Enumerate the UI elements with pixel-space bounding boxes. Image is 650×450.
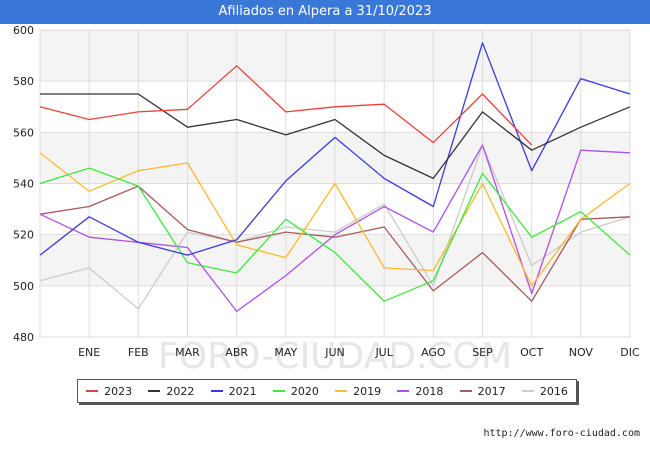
y-tick-label: 520 [13, 229, 34, 242]
legend-label: 2017 [477, 384, 506, 398]
legend-item-2021: 2021 [210, 384, 257, 398]
legend-label: 2019 [353, 384, 382, 398]
y-tick-label: 480 [13, 331, 34, 344]
legend-label: 2023 [104, 384, 133, 398]
legend-label: 2018 [415, 384, 444, 398]
legend-swatch [335, 390, 348, 392]
y-tick-label: 580 [13, 75, 34, 88]
legend-item-2023: 2023 [86, 385, 132, 398]
legend-swatch [148, 390, 161, 392]
x-tick-label: AGO [421, 346, 446, 359]
series-line-2016 [39, 144, 631, 310]
legend-item-2019: 2019 [335, 385, 381, 398]
series-lines [39, 42, 631, 313]
legend-item-2020: 2020 [272, 384, 319, 398]
y-tick-label: 500 [13, 280, 34, 293]
x-axis: ENE FEB MAR ABR MAY JUN JUL AGO SEP OCT NOV DIC [78, 346, 640, 359]
legend-label: 2022 [166, 384, 195, 398]
legend-label: 2016 [539, 384, 568, 398]
y-tick-label: 560 [13, 126, 34, 139]
legend-item-2016: 2016 [521, 384, 568, 398]
legend-label: 2021 [228, 384, 257, 398]
x-tick-label: SEP [472, 346, 493, 359]
legend-item-2022: 2022 [148, 385, 194, 398]
legend-item-2017: 2017 [459, 384, 506, 398]
legend-swatch [521, 390, 534, 392]
legend-swatch [86, 390, 99, 392]
legend-item-2018: 2018 [397, 385, 443, 398]
y-tick-label: 600 [13, 24, 34, 37]
chart-title: Afiliados en Alpera a 31/10/2023 [0, 0, 650, 24]
series-line-2019 [39, 152, 631, 287]
source-credit: http://www.foro-ciudad.com [483, 428, 640, 439]
y-tick-label: 540 [13, 178, 34, 191]
x-tick-label: DIC [620, 346, 640, 359]
series-line-2022 [40, 93, 631, 180]
legend: 2023 2022 2021 2020 2019 2018 2017 2016 [77, 379, 577, 403]
series-line-2020 [39, 167, 631, 302]
x-tick-label: MAY [274, 346, 297, 359]
x-tick-label: ENE [78, 346, 100, 359]
x-tick-label: OCT [520, 346, 543, 359]
series-line-2021 [39, 42, 631, 256]
x-tick-label: MAR [175, 346, 200, 359]
x-tick-label: JUN [324, 346, 345, 359]
legend-label: 2020 [290, 384, 319, 398]
watermark: FORO-CIUDAD.COM [158, 336, 512, 377]
legend-swatch [210, 390, 223, 392]
x-tick-label: FEB [128, 346, 149, 359]
legend-swatch [272, 390, 285, 392]
x-tick-label: ABR [225, 346, 248, 359]
x-tick-label: NOV [569, 346, 594, 359]
x-tick-label: JUL [374, 346, 393, 359]
legend-swatch [459, 390, 472, 392]
legend-swatch [397, 390, 410, 392]
y-axis: 480 500 520 540 560 580 600 [13, 24, 34, 344]
series-line-2023 [39, 65, 533, 146]
